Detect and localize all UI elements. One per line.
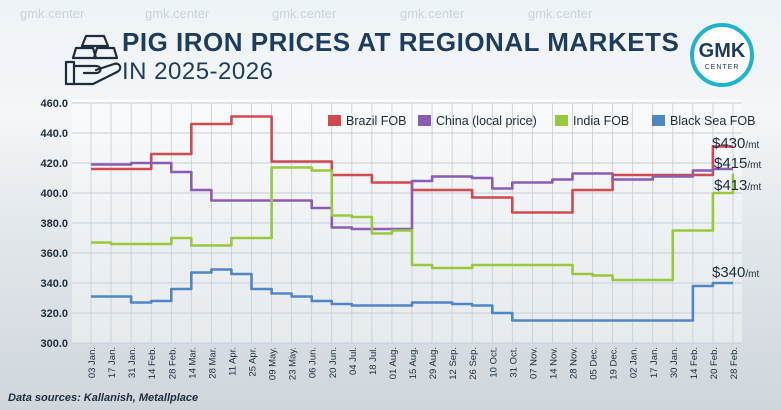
x-tick-label: 09 May.	[268, 347, 279, 380]
logo-main-text: GMK	[698, 40, 746, 62]
x-tick-label: 25 Apr.	[248, 347, 259, 377]
x-tick-label: 02 Jan.	[629, 347, 640, 378]
x-tick-label: 12 Sep.	[448, 347, 459, 380]
data-source-note: Data sources: Kallanish, Metallplace	[8, 392, 199, 404]
legend-label-india: India FOB	[573, 114, 629, 128]
x-tick-label: 11 Apr.	[227, 347, 238, 376]
series-line-blacksea	[91, 268, 733, 322]
x-tick-label: 23 May.	[288, 347, 299, 380]
x-tick-label: 20 Feb.	[709, 347, 720, 379]
y-tick-label: 380.0	[40, 218, 68, 230]
x-tick-label: 14 Mar.	[187, 347, 198, 379]
series-line-china	[91, 161, 733, 231]
legend-swatch-india	[555, 115, 568, 126]
y-tick-label: 460.0	[40, 98, 68, 110]
x-tick-label: 28 Feb.	[167, 347, 178, 379]
y-tick-label: 320.0	[40, 308, 68, 320]
y-tick-label: 440.0	[40, 128, 68, 140]
legend-label-china: China (local price)	[436, 114, 537, 128]
x-tick-label: 14 Feb.	[689, 347, 700, 379]
legend-label-brazil: Brazil FOB	[346, 114, 406, 128]
x-tick-label: 06 Jun.	[308, 347, 319, 378]
x-tick-label: 31 Jan.	[127, 347, 138, 378]
series-line-india	[91, 166, 735, 282]
x-tick-label: 01 Aug.	[388, 347, 399, 379]
x-tick-label: 26 Sep.	[468, 347, 479, 380]
y-tick-label: 400.0	[40, 188, 68, 200]
x-tick-label: 15 Aug.	[408, 347, 419, 379]
chart-title: PIG IRON PRICES AT REGIONAL MARKETS	[122, 27, 680, 57]
x-tick-label: 03 Jan.	[87, 347, 98, 378]
x-tick-label: 31 Oct.	[508, 347, 519, 378]
legend-label-blacksea: Black Sea FOB	[670, 114, 755, 128]
y-tick-label: 420.0	[40, 158, 68, 170]
y-tick-label: 360.0	[40, 248, 68, 260]
gmk-logo: GMK CENTER	[690, 23, 754, 87]
y-tick-label: 340.0	[40, 278, 68, 290]
x-tick-label: 07 Nov.	[528, 347, 539, 379]
end-value-label-brazil: $430/mt	[712, 135, 759, 152]
legend-swatch-brazil	[328, 115, 341, 126]
x-tick-label: 14 Feb.	[147, 347, 158, 379]
x-tick-label: 30 Jan.	[669, 347, 680, 378]
x-tick-label: 10 Oct.	[488, 347, 499, 378]
hand-with-ingots-icon	[64, 34, 122, 86]
watermark: gmk.center	[20, 6, 85, 21]
watermark: gmk.center	[400, 6, 465, 21]
x-tick-label: 28 Nov.	[569, 347, 580, 379]
watermark: gmk.center	[272, 6, 337, 21]
watermark: gmk.center	[145, 6, 210, 21]
x-tick-label: 18 Jul.	[368, 347, 379, 375]
x-tick-label: 14 Nov.	[548, 347, 559, 379]
y-tick-label: 300.0	[40, 338, 68, 350]
end-value-label-blacksea: $340/mt	[712, 264, 759, 281]
x-tick-label: 29 Aug.	[428, 347, 439, 379]
chart-subtitle: IN 2025-2026	[122, 58, 274, 85]
watermark: gmk.center	[528, 6, 593, 21]
x-tick-label: 19 Dec.	[609, 347, 620, 380]
legend-swatch-blacksea	[652, 115, 665, 126]
x-tick-label: 17 Jan.	[649, 347, 660, 378]
x-tick-label: 04 Jul.	[348, 347, 359, 375]
end-value-label-china: $413/mt	[714, 177, 761, 194]
legend-swatch-china	[418, 115, 431, 126]
end-value-label-india: $415/mt	[714, 155, 761, 172]
plot-area	[72, 99, 742, 343]
x-tick-label: 17 Jan.	[107, 347, 118, 378]
x-tick-label: 05 Dec.	[589, 347, 600, 380]
x-tick-label: 20 Jun.	[328, 347, 339, 378]
x-tick-label: 28 Mar.	[207, 347, 218, 379]
x-tick-label: 28 Feb.	[729, 347, 740, 379]
logo-sub-text: CENTER	[704, 64, 740, 71]
